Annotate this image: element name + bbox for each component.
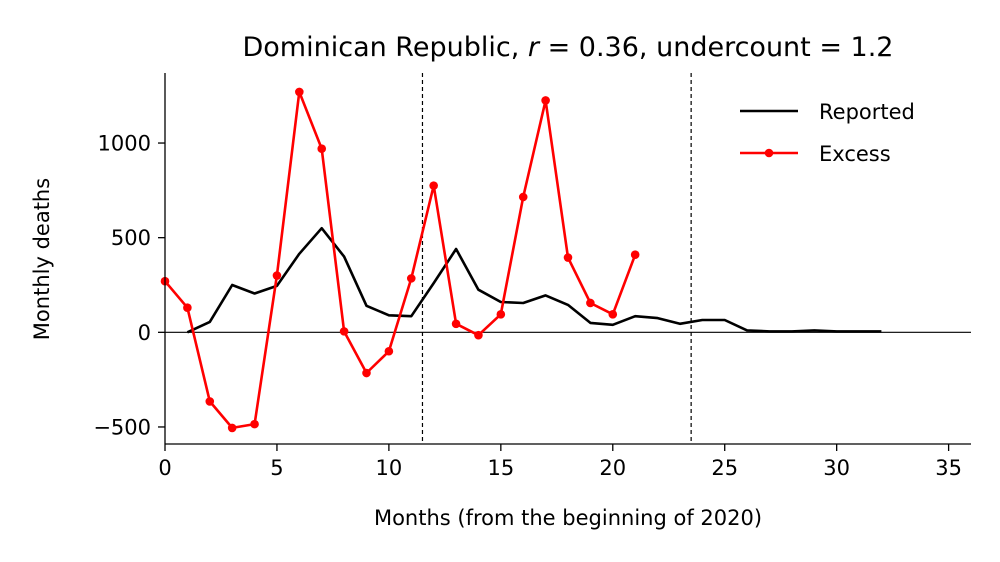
y-tick-label-0: −500 <box>93 415 151 439</box>
title-country: Dominican Republic, <box>243 32 520 63</box>
y-tick-label-3: 1000 <box>98 132 151 156</box>
x-tick-label-2: 10 <box>376 456 403 480</box>
legend-item-reported: Reported <box>740 100 915 124</box>
legend: Reported Excess <box>740 100 915 166</box>
point-excess-19 <box>586 298 595 308</box>
x-tick-label-1: 5 <box>270 456 283 480</box>
title-undercount: undercount = 1.2 <box>656 32 893 63</box>
point-excess-7 <box>317 144 327 154</box>
series-line-excess <box>164 90 637 430</box>
x-tick-label-7: 35 <box>935 456 962 480</box>
x-ticks: 0 5 10 15 20 25 30 35 <box>158 444 962 480</box>
point-excess-13 <box>451 319 461 329</box>
point-excess-12 <box>429 181 438 190</box>
point-excess-16 <box>518 192 528 202</box>
point-excess-9 <box>362 368 371 378</box>
x-tick-label-6: 30 <box>823 456 850 480</box>
title-r-symbol: r <box>528 32 541 63</box>
point-excess-10 <box>384 346 394 356</box>
legend-item-excess: Excess <box>740 142 891 166</box>
point-excess-4 <box>250 419 259 429</box>
y-tick-label-1: 0 <box>138 321 151 345</box>
point-excess-6 <box>295 87 304 97</box>
chart-title: Dominican Republic, r = 0.36, undercount… <box>243 32 894 63</box>
legend-marker-excess <box>764 148 774 158</box>
point-excess-2 <box>205 397 215 406</box>
point-excess-20 <box>608 310 618 319</box>
legend-label-reported: Reported <box>819 100 915 124</box>
x-tick-label-0: 0 <box>158 456 171 480</box>
series-layer <box>160 87 882 433</box>
x-tick-label-3: 15 <box>487 456 514 480</box>
point-excess-3 <box>227 423 237 433</box>
y-axis-label: Monthly deaths <box>30 178 54 340</box>
x-tick-label-4: 20 <box>599 456 626 480</box>
point-excess-15 <box>496 310 506 319</box>
legend-label-excess: Excess <box>819 142 891 166</box>
x-axis-label: Months (from the beginning of 2020) <box>374 506 762 530</box>
point-excess-11 <box>406 274 416 283</box>
x-tick-label-5: 25 <box>711 456 738 480</box>
point-excess-1 <box>183 303 192 313</box>
point-excess-8 <box>339 327 349 336</box>
point-excess-18 <box>563 253 573 262</box>
series-line-reported <box>186 226 882 334</box>
point-excess-17 <box>541 96 550 105</box>
point-excess-21 <box>630 250 640 260</box>
title-r-value: = 0.36, <box>548 32 648 63</box>
point-excess-14 <box>474 330 483 340</box>
y-ticks: −500 0 500 1000 <box>93 132 165 439</box>
y-tick-label-2: 500 <box>111 226 151 250</box>
point-excess-5 <box>272 271 282 280</box>
